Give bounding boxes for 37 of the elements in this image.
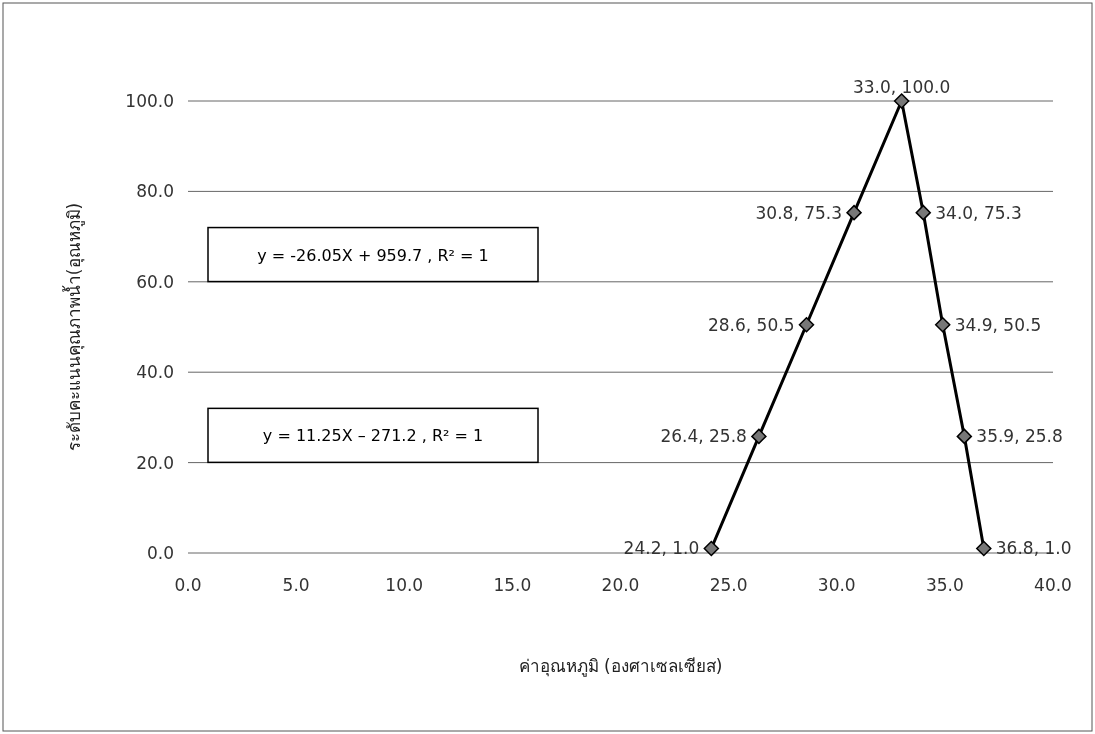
x-tick-label: 40.0 (1034, 575, 1072, 595)
x-tick-label: 25.0 (709, 575, 748, 595)
point (915, 204, 931, 221)
point (893, 93, 910, 109)
y-tick-label: 20.0 (136, 452, 174, 473)
x-tick-label: 5.0 (282, 575, 310, 595)
x-tick-label: 0.0 (174, 575, 202, 595)
point (976, 540, 992, 557)
point (703, 540, 720, 557)
annotation: y = -26.05X + 959.7 , R² = 1 (257, 245, 489, 265)
x-tick-label: 35.0 (925, 575, 964, 595)
y-tick-label: 60.0 (136, 271, 174, 292)
data-label: 34.9, 50.5 (954, 314, 1042, 335)
x-tick-label: 20.0 (601, 575, 640, 595)
data-label: 36.8, 1.0 (995, 538, 1072, 559)
x-tick-label: 10.0 (385, 575, 424, 595)
point (846, 204, 862, 221)
data-label: 30.8, 75.3 (755, 202, 843, 223)
data-label: 33.0, 100.0 (852, 77, 951, 97)
y-tick-label: 80.0 (136, 181, 174, 202)
point (934, 316, 951, 333)
point (798, 316, 815, 333)
x-axis-title: ค่าอุณหภูมิ (องศาเซลเซียส) (518, 656, 723, 677)
data-label: 34.0, 75.3 (935, 202, 1022, 223)
data-label: 28.6, 50.5 (707, 314, 795, 335)
data-label: 35.9, 25.8 (976, 426, 1063, 447)
y-tick-label: 40.0 (136, 362, 174, 383)
point (956, 428, 973, 445)
y-tick-label: 100.0 (125, 91, 174, 111)
data-label: 24.2, 1.0 (623, 538, 700, 559)
x-tick-label: 15.0 (493, 575, 532, 595)
annotation: y = 11.25X – 271.2 , R² = 1 (262, 426, 484, 446)
y-tick-label: 0.0 (146, 543, 174, 563)
x-tick-label: 30.0 (817, 575, 856, 595)
y-axis-title: ระดับคะแนนคุณภาพน้ำ(อุณหภูมิ) (62, 202, 85, 452)
point (751, 428, 767, 445)
data-label: 26.4, 25.8 (660, 426, 747, 447)
